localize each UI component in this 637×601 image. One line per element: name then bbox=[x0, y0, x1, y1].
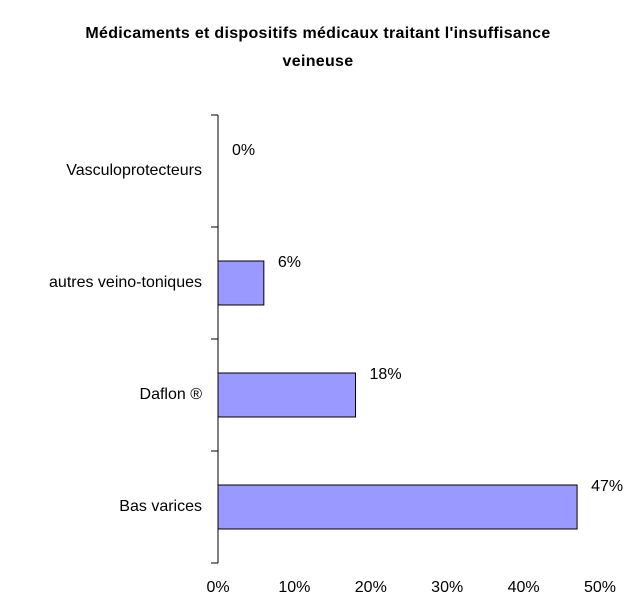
x-tick-label: 0% bbox=[206, 579, 230, 596]
x-tick-label: 30% bbox=[431, 579, 464, 596]
value-label: 18% bbox=[369, 366, 402, 383]
y-tick-label: Bas varices bbox=[119, 498, 202, 515]
x-tick-label: 40% bbox=[507, 579, 540, 596]
y-tick-label: autres veino-toniques bbox=[49, 274, 202, 291]
bar bbox=[217, 484, 578, 530]
value-label: 6% bbox=[277, 254, 301, 271]
y-tick-label: Vasculoprotecteurs bbox=[66, 162, 202, 179]
x-tick-label: 20% bbox=[354, 579, 387, 596]
value-label: 0% bbox=[232, 142, 256, 159]
value-label: 47% bbox=[591, 478, 624, 495]
bar bbox=[217, 372, 357, 418]
x-tick-label: 50% bbox=[583, 579, 617, 596]
y-tick-label: Daflon ® bbox=[139, 386, 202, 403]
chart-title: Médicaments et dispositifs médicaux trai… bbox=[85, 25, 551, 70]
x-tick-label: 10% bbox=[278, 579, 311, 596]
bar bbox=[217, 260, 265, 306]
